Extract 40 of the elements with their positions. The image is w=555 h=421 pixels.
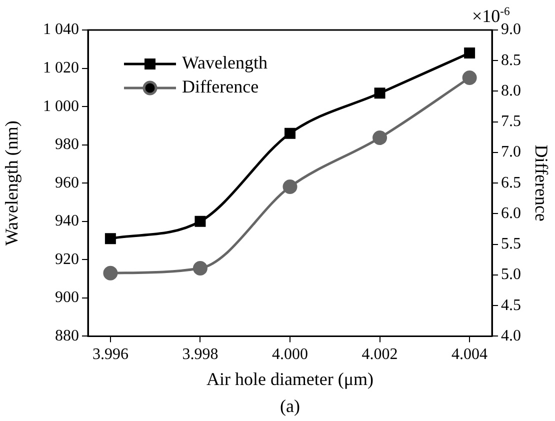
y-tick-label: 1 040 (43, 21, 79, 38)
y-axis-title: Wavelength (nm) (2, 120, 22, 246)
y-tick-label: 920 (55, 250, 79, 268)
y2-tick-label: 6.0 (501, 204, 521, 222)
legend-label: Difference (182, 76, 259, 97)
y-tick-label: 1 000 (43, 98, 79, 115)
point (284, 128, 296, 139)
y2-tick-label: 4.0 (501, 327, 521, 344)
y-tick-label: 940 (55, 212, 79, 230)
y-tick-label: 880 (55, 327, 79, 344)
y2-axis-title: Difference (531, 144, 552, 222)
x-tick-label: 3.998 (182, 346, 218, 364)
x-tick-label: 4.002 (362, 346, 398, 364)
x-axis-title: Air hole diameter (μm) (206, 368, 374, 389)
y2-tick-label: 5.5 (501, 236, 521, 253)
point (194, 216, 206, 227)
y2-tick-label: 6.5 (501, 174, 521, 192)
text: (a) (280, 396, 300, 416)
y-tick-label: 900 (55, 289, 79, 306)
y2-tick-label: 8.0 (501, 82, 521, 100)
point (103, 266, 118, 280)
point (192, 260, 208, 276)
y-tick-label: 980 (55, 136, 79, 154)
y2-tick-label: 5.0 (501, 266, 521, 284)
x-tick-label: 4.000 (272, 346, 308, 364)
point (464, 47, 476, 58)
point (462, 70, 477, 86)
point (374, 88, 386, 99)
point (282, 180, 298, 194)
y-tick-label: 1 020 (43, 59, 79, 76)
legend-label: Wavelength (182, 52, 268, 73)
y2-tick-label: 8.5 (501, 52, 521, 69)
y2-tick-label: 4.5 (501, 296, 521, 314)
x-tick-label: 4.004 (452, 346, 488, 364)
point (372, 130, 388, 146)
y2-tick-label: 7.0 (501, 144, 521, 161)
y-tick-label: 960 (55, 174, 79, 192)
y2-tick-label: 7.5 (501, 113, 521, 130)
point (104, 233, 116, 244)
x-tick-label: 3.996 (92, 346, 128, 364)
